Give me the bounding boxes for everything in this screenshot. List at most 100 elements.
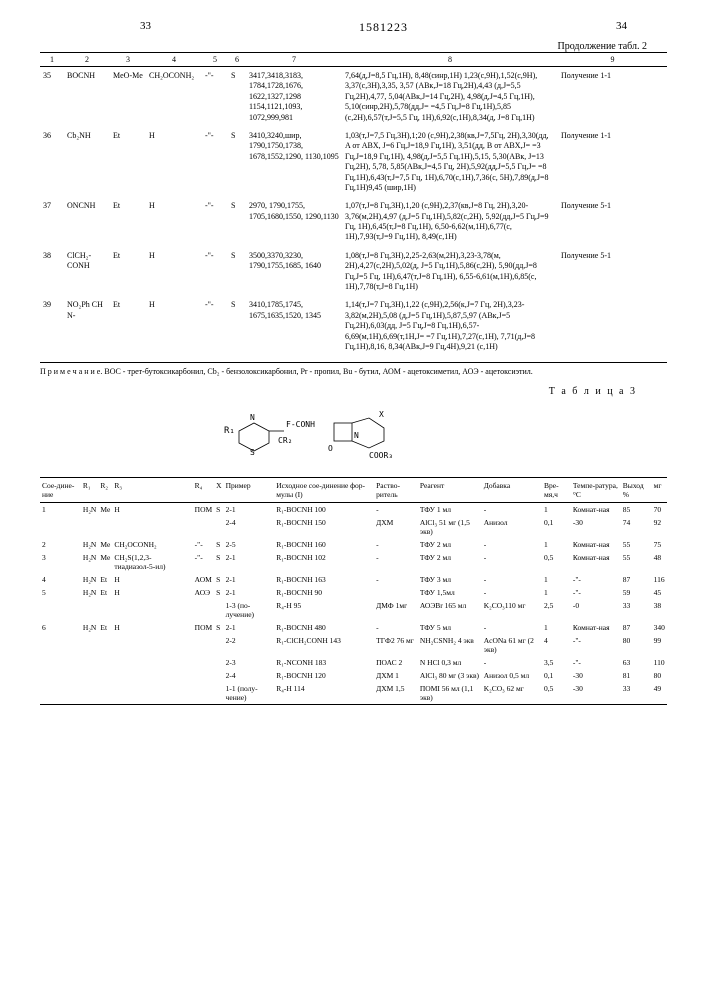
table-3-cell: R₁-NCONH 183 bbox=[274, 656, 374, 669]
table-2-header-row: 123456789 bbox=[40, 53, 667, 67]
table-3-cell: Me bbox=[98, 551, 112, 573]
svg-text:R₁: R₁ bbox=[224, 426, 235, 436]
table-row: 35BOCNHMeO-MeCH₂OCONH₂-"-S3417,3418,3183… bbox=[40, 67, 667, 127]
table-2-cell: 3410,3240,шир, 1790,1750,1738, 1678,1552… bbox=[246, 127, 342, 197]
table-3-cell: 1-1 (полу-чение) bbox=[224, 682, 275, 705]
table-3-cell: K₂CO₃ 62 мг bbox=[482, 682, 542, 705]
table-row: 36Cb₂NHEtH-"-S3410,3240,шир, 1790,1750,1… bbox=[40, 127, 667, 197]
table-2-col-header: 4 bbox=[146, 53, 202, 67]
table-3-cell: R₁-BOCNH 120 bbox=[274, 669, 374, 682]
table-3-cell bbox=[81, 656, 98, 669]
table-3-cell: H bbox=[112, 573, 192, 586]
table-3-cell: 0,1 bbox=[542, 516, 571, 538]
table-2-cell: Получение 1-1 bbox=[558, 67, 667, 127]
table-2-cell: 38 bbox=[40, 247, 64, 297]
table-3-cell bbox=[98, 682, 112, 705]
table-3-cell: 0,5 bbox=[542, 551, 571, 573]
table-3-cell: 3,5 bbox=[542, 656, 571, 669]
table-3-col-header: Темпе-ратура,°C bbox=[571, 478, 621, 503]
svg-text:N: N bbox=[250, 413, 255, 422]
table-3-label: Т а б л и ц а 3 bbox=[40, 386, 637, 397]
table-3-cell: 3 bbox=[40, 551, 81, 573]
table-3-cell: 2-2 bbox=[224, 634, 275, 656]
table-2-cell: -"- bbox=[202, 67, 228, 127]
table-3-cell: 2-3 bbox=[224, 656, 275, 669]
table-3-cell: -"- bbox=[193, 551, 215, 573]
continuation-label: Продолжение табл. 2 bbox=[40, 41, 647, 52]
table-3-cell: 92 bbox=[652, 516, 667, 538]
table-3-cell: 85 bbox=[621, 503, 652, 517]
table-3-cell: 1 bbox=[542, 573, 571, 586]
table-3-cell: Комнат-ная bbox=[571, 503, 621, 517]
table-3-cell: Комнат-ная bbox=[571, 621, 621, 634]
table-2-cell: S bbox=[228, 127, 246, 197]
table-3-cell: 2-1 bbox=[224, 586, 275, 599]
table-3-cell: -"- bbox=[571, 634, 621, 656]
table-row: 3H₂NMeCH₂S(1,2,3-тиадиазол-5-ил)-"-S2-1R… bbox=[40, 551, 667, 573]
table-3: Сое-дине-ниеR₁R₂R₃R₄XПримерИсходное сое-… bbox=[40, 477, 667, 705]
table-2-col-header: 5 bbox=[202, 53, 228, 67]
table-3-cell: - bbox=[374, 503, 418, 517]
table-3-cell: ТФУ 5 мл bbox=[418, 621, 482, 634]
table-3-cell: 2,5 bbox=[542, 599, 571, 621]
table-3-cell: R₁-BOCNH 100 bbox=[274, 503, 374, 517]
table-3-cell bbox=[40, 669, 81, 682]
table-2-cell: 1,07(т,J=8 Гц,3H),1,20 (с,9H),2,37(кв,J=… bbox=[342, 197, 558, 247]
table-2-cell: CH₂OCONH₂ bbox=[146, 67, 202, 127]
table-3-cell: Et bbox=[98, 573, 112, 586]
table-3-cell bbox=[112, 634, 192, 656]
table-3-cell: - bbox=[482, 538, 542, 551]
table-3-cell: -"- bbox=[571, 656, 621, 669]
table-3-cell: ТФУ 1 мл bbox=[418, 503, 482, 517]
table-3-col-header: R₄ bbox=[193, 478, 215, 503]
table-3-cell: CH₂S(1,2,3-тиадиазол-5-ил) bbox=[112, 551, 192, 573]
table-3-cell: H bbox=[112, 503, 192, 517]
table-3-col-header: X bbox=[214, 478, 223, 503]
table-3-cell: -30 bbox=[571, 682, 621, 705]
table-3-cell: AcONa 61 мг (2 экв) bbox=[482, 634, 542, 656]
table-3-cell: 63 bbox=[621, 656, 652, 669]
table-3-cell bbox=[214, 669, 223, 682]
table-3-cell: 5 bbox=[40, 586, 81, 599]
table-3-cell: 45 bbox=[652, 586, 667, 599]
table-3-cell: K₂CO₃110 мг bbox=[482, 599, 542, 621]
page-number-right: 34 bbox=[616, 20, 627, 32]
table-3-cell: H₂N bbox=[81, 586, 98, 599]
table-3-cell: 2-1 bbox=[224, 551, 275, 573]
table-2-cell: 35 bbox=[40, 67, 64, 127]
table-3-cell: S bbox=[214, 573, 223, 586]
table-row: 2-3R₁-NCONH 183ПОАС 2N HCl 0,3 мл-3,5-"-… bbox=[40, 656, 667, 669]
table-3-cell: S bbox=[214, 551, 223, 573]
table-3-cell bbox=[112, 656, 192, 669]
table-2-cell: 39 bbox=[40, 296, 64, 356]
svg-text:N: N bbox=[354, 431, 359, 440]
table-3-cell bbox=[214, 634, 223, 656]
table-row: 6H₂NEtHПОМS2-1R₁-BOCNH 480-ТФУ 5 мл-1Ком… bbox=[40, 621, 667, 634]
table-3-cell: 74 bbox=[621, 516, 652, 538]
table-2-col-header: 9 bbox=[558, 53, 667, 67]
svg-text:X: X bbox=[379, 410, 384, 419]
table-3-cell: H₂N bbox=[81, 551, 98, 573]
table-2-cell bbox=[558, 296, 667, 356]
table-3-cell: H₂N bbox=[81, 573, 98, 586]
table-2-cell: H bbox=[146, 127, 202, 197]
table-3-cell: 1-3 (по-лучение) bbox=[224, 599, 275, 621]
table-3-cell: 0,1 bbox=[542, 669, 571, 682]
table-3-cell: R₁-BOCNH 102 bbox=[274, 551, 374, 573]
table-3-cell bbox=[374, 586, 418, 599]
table-3-cell bbox=[98, 599, 112, 621]
table-2-cell: 3500,3370,3230, 1790,1755,1685, 1640 bbox=[246, 247, 342, 297]
table-3-cell bbox=[81, 599, 98, 621]
table-3-cell: Me bbox=[98, 538, 112, 551]
page-header: 33 1581223 34 bbox=[40, 20, 667, 35]
table-3-cell bbox=[81, 634, 98, 656]
table-row: 5H₂NEtHАОЭS2-1R₁-BOCNH 90ТФУ 1,5мл-1-"-5… bbox=[40, 586, 667, 599]
table-2-col-header: 3 bbox=[110, 53, 146, 67]
table-3-cell: - bbox=[482, 621, 542, 634]
table-2-cell: S bbox=[228, 247, 246, 297]
table-2-cell: Получение 5-1 bbox=[558, 247, 667, 297]
table-3-col-header: Сое-дине-ние bbox=[40, 478, 81, 503]
table-3-cell: - bbox=[482, 551, 542, 573]
table-3-cell bbox=[40, 656, 81, 669]
table-2: 123456789 35BOCNHMeO-MeCH₂OCONH₂-"-S3417… bbox=[40, 52, 667, 356]
